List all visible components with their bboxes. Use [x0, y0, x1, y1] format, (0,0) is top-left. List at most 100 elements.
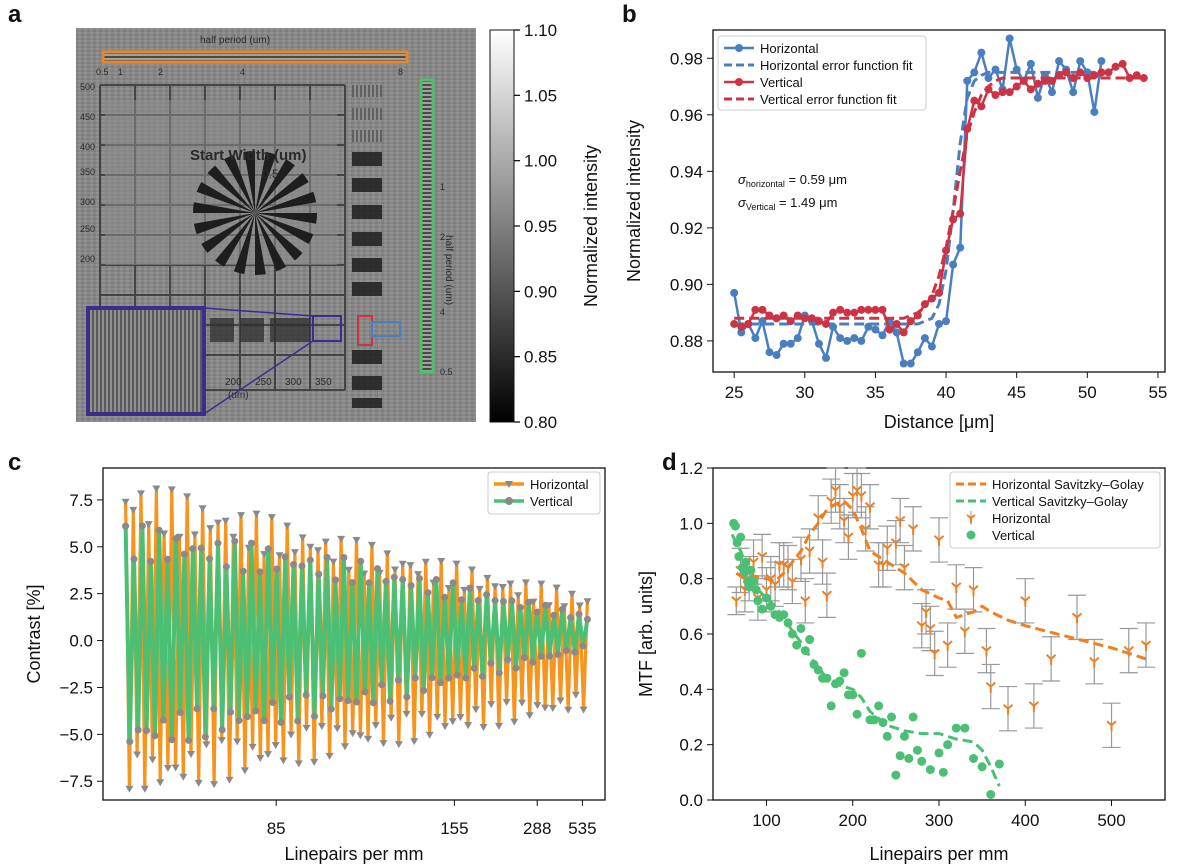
chart-d-horizontal-point	[856, 490, 867, 502]
chart-d-vertical-point	[839, 668, 849, 678]
target-left-tick-6: 250	[80, 224, 95, 234]
chart-d-vertical-point	[848, 690, 858, 700]
chart-b-point	[1076, 68, 1085, 77]
chart-c-point	[367, 541, 376, 549]
chart-b-point	[977, 48, 986, 57]
chart-c-point	[143, 727, 151, 735]
chart-d-xlabel: Linepairs per mm	[869, 844, 1008, 864]
chart-c-point	[546, 652, 554, 660]
chart-b-legend-label: Vertical error function fit	[760, 92, 897, 107]
chart-d-horizontal-point	[1089, 656, 1100, 668]
chart-b-point	[737, 328, 746, 337]
chart-c-point	[283, 522, 292, 530]
chart-d-horizontal-point	[959, 626, 971, 638]
chart-c-point	[436, 679, 444, 687]
chart-b-point	[885, 325, 894, 334]
chart-c-point	[521, 579, 530, 587]
chart-c-point	[217, 737, 226, 745]
chart-d-vertical-point	[757, 604, 767, 614]
chart-b-point	[1026, 59, 1035, 68]
siemens-star	[192, 150, 318, 276]
chart-c-ylabel: Contrast [%]	[24, 584, 44, 683]
chart-b-point	[800, 314, 809, 323]
chart-c-point	[495, 669, 503, 677]
chart-b-point	[730, 288, 739, 297]
chart-c-point	[457, 596, 465, 604]
siemens-spoke	[255, 173, 309, 213]
chart-c-point	[541, 601, 549, 609]
chart-c-point	[210, 705, 218, 713]
colorbar-tick-label: 1.10	[524, 21, 557, 40]
chart-c-point	[147, 557, 155, 565]
chart-c-point	[508, 597, 516, 605]
chart-c-point	[206, 525, 215, 533]
chart-c-point	[325, 752, 334, 760]
colorbar-tick-label: 0.95	[524, 217, 557, 236]
chart-d-horizontal-point	[804, 546, 815, 557]
chart-d-vertical-point	[986, 789, 996, 799]
chart-c-point	[441, 593, 449, 601]
chart-d-horizontal-point	[800, 596, 811, 607]
chart-d-horizontal-point	[916, 620, 927, 632]
chart-c-point	[420, 686, 428, 694]
chart-d-xtick-label: 300	[925, 811, 953, 830]
chart-c-point	[571, 691, 580, 699]
target-top-tick-5: 8	[398, 67, 403, 77]
chart-c-point	[471, 706, 480, 714]
chart-c-point	[378, 681, 386, 689]
chart-b-point	[758, 305, 767, 314]
chart-d-horizontal-point	[1020, 596, 1031, 607]
chart-c-point	[483, 591, 491, 599]
chart-c-point	[235, 717, 243, 725]
chart-c-point	[317, 722, 326, 730]
siemens-spoke	[255, 213, 314, 244]
chart-b-point	[1005, 88, 1014, 97]
chart-d-horizontal-point	[1002, 703, 1014, 715]
chart-c-point	[466, 584, 474, 592]
siemens-spoke	[196, 182, 255, 213]
chart-d-horizontal-point	[981, 645, 992, 657]
chart-c-point	[285, 693, 293, 701]
chart-d-legend-label: Horizontal Savitzky–Golay	[992, 477, 1144, 492]
chart-b-point	[836, 334, 845, 343]
chart-c-point	[163, 764, 172, 772]
chart-b-point	[786, 339, 795, 348]
chart-c-point	[277, 718, 285, 726]
chart-d-horizontal-point	[895, 515, 906, 527]
chart-d-savgol-line	[730, 533, 1001, 787]
chart-c-point	[225, 776, 234, 784]
chart-c-point	[213, 519, 222, 527]
chart-c-point	[453, 671, 461, 679]
chart-c-point	[579, 642, 587, 650]
chart-c-point	[273, 565, 281, 573]
chart-c-point	[411, 674, 419, 682]
chart-c-point	[467, 566, 476, 574]
chart-c-point	[502, 698, 511, 706]
chart-c-point	[237, 512, 246, 520]
chart-d-horizontal-point	[864, 501, 876, 513]
chart-b-point	[772, 351, 781, 360]
chart-d-ytick-label: 0.6	[679, 625, 703, 644]
chart-c-point	[506, 580, 515, 588]
chart-c-point	[394, 741, 403, 749]
chart-d-horizontal-point	[907, 524, 919, 535]
chart-c-point	[487, 659, 495, 667]
chart-c-point	[410, 738, 419, 746]
chart-b-xtick-label: 25	[725, 383, 744, 402]
chart-b-point	[1062, 68, 1071, 77]
chart-d-horizontal-point	[985, 681, 996, 693]
chart-c-point	[260, 717, 268, 725]
colorbar-tick-label: 1.05	[524, 86, 557, 105]
colorbar-tick-label: 0.90	[524, 282, 557, 301]
chart-b-point	[843, 336, 852, 345]
chart-c-point	[403, 693, 411, 701]
chart-c-legend-label: Horizontal	[530, 477, 589, 492]
chart-c-point	[327, 705, 335, 713]
chart-d-vertical-point	[960, 723, 970, 733]
chart-c-point	[201, 733, 209, 741]
colorbar-tick-label: 0.85	[524, 348, 557, 367]
chart-c-point	[187, 750, 196, 758]
chart-c-point	[151, 732, 159, 740]
chart-c-point	[460, 586, 469, 594]
chart-b-xtick-label: 35	[866, 383, 885, 402]
